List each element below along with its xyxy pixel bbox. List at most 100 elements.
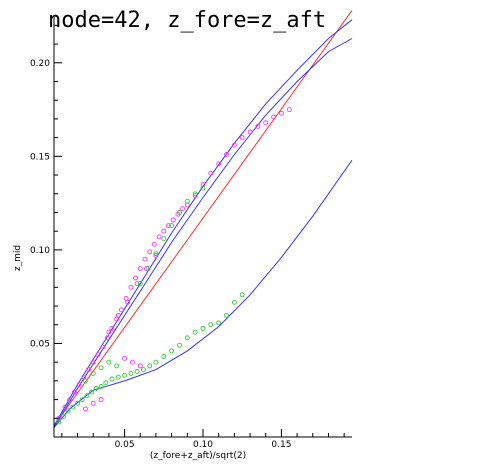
scatter-point-points_magenta-33 xyxy=(231,142,237,148)
scatter-point-points_magenta-51 xyxy=(129,359,135,365)
scatter-point-points_magenta-4 xyxy=(76,382,82,388)
y-axis-label: z_mid xyxy=(13,245,23,271)
scatter-point-points_magenta-3 xyxy=(71,389,77,395)
scatter-point-points_magenta-8 xyxy=(95,352,101,358)
scatter-point-points_magenta-23 xyxy=(166,223,171,229)
scatter-point-points_magenta-42 xyxy=(115,312,121,318)
scatter-point-points_magenta-31 xyxy=(216,161,222,167)
scatter-point-points_magenta-37 xyxy=(263,120,269,126)
scatter-point-points_green-21 xyxy=(177,342,182,348)
scatter-point-points_green-30 xyxy=(137,281,143,287)
scatter-point-points_magenta-9 xyxy=(100,344,106,350)
series-line-3 xyxy=(53,159,353,428)
scatter-point-points_green-20 xyxy=(169,348,175,354)
scatter-point-points_magenta-21 xyxy=(156,234,162,240)
scatter-point-points_magenta-1 xyxy=(62,404,68,410)
scatter-point-points_green-16 xyxy=(140,367,146,373)
series-line-0 xyxy=(53,10,353,427)
scatter-point-points_green-22 xyxy=(184,335,190,341)
scatter-point-points_green-43 xyxy=(114,363,120,369)
axes: 0.05 0.10 0.15 0.05 0.10 0.15 0.20 xyxy=(30,16,352,450)
scatter-point-points_magenta-10 xyxy=(104,335,110,341)
scatter-point-points_green-9 xyxy=(98,384,104,389)
scatter-point-points_green-27 xyxy=(224,312,229,318)
x-tick-label: 0.15 xyxy=(271,440,291,450)
scatter-point-points_green-23 xyxy=(192,329,198,335)
scatter-point-points_magenta-40 xyxy=(286,107,292,113)
scatter-point-points_magenta-49 xyxy=(82,406,88,412)
scatter-point-points_magenta-18 xyxy=(142,256,148,262)
scatter-point-points_magenta-45 xyxy=(144,266,149,272)
series-line-2 xyxy=(53,38,353,428)
scatter-point-points_green-33 xyxy=(161,236,167,242)
scatter-point-points_green-7 xyxy=(89,389,95,395)
scatter-point-points_magenta-2 xyxy=(67,397,73,403)
scatter-point-points_magenta-43 xyxy=(125,299,131,305)
scatter-point-points_green-26 xyxy=(216,320,222,326)
scatter-point-points_green-34 xyxy=(169,223,175,229)
scatter-point-points_green-39 xyxy=(82,378,88,384)
x-tick-label: 0.05 xyxy=(115,440,135,450)
scatter-point-points_green-5 xyxy=(79,397,85,403)
scatter-point-points_green-18 xyxy=(153,359,159,365)
scatter-point-points_green-24 xyxy=(200,326,206,331)
scatter-point-points_magenta-7 xyxy=(90,359,96,365)
scatter-point-points_magenta-17 xyxy=(137,266,143,272)
scatter-point-points_green-12 xyxy=(115,374,121,380)
scatter-point-points_magenta-36 xyxy=(255,123,261,129)
scatter-point-points_green-6 xyxy=(84,393,90,399)
scatter-point-points_magenta-50 xyxy=(122,355,128,361)
scatter-point-points_magenta-52 xyxy=(137,363,143,369)
scatter-point-points_green-42 xyxy=(106,359,112,365)
scatter-point-points_green-3 xyxy=(70,404,76,410)
scatter-point-points_magenta-6 xyxy=(86,367,91,373)
scatter-point-points_green-35 xyxy=(177,210,182,215)
scatter-point-points_green-28 xyxy=(231,299,237,305)
scatter-point-points_magenta-24 xyxy=(170,217,176,223)
scatter-point-points_magenta-35 xyxy=(247,129,253,135)
scatter-point-points_green-19 xyxy=(161,354,167,359)
scatter-point-points_green-38 xyxy=(200,185,206,191)
y-tick-label: 0.20 xyxy=(30,59,50,69)
scatter-point-points_magenta-13 xyxy=(118,307,124,313)
scatter-point-points_green-0 xyxy=(56,419,62,425)
scatter-point-points_magenta-19 xyxy=(147,249,153,255)
scatter-point-points_green-37 xyxy=(192,191,198,197)
scatter-point-points_magenta-34 xyxy=(239,135,245,141)
scatter-point-points_magenta-39 xyxy=(278,110,284,116)
scatter-point-points_magenta-48 xyxy=(90,400,96,406)
scatter-point-points_magenta-22 xyxy=(161,228,167,234)
scatter-point-points_magenta-15 xyxy=(128,284,134,290)
scatter-point-points_magenta-44 xyxy=(134,281,140,287)
scatter-point-points_magenta-32 xyxy=(224,152,229,157)
scatter-point-points_green-10 xyxy=(103,380,109,386)
scatter-point-points_green-17 xyxy=(147,363,153,369)
scatter-point-points_magenta-46 xyxy=(153,253,159,258)
x-tick-label: 0.10 xyxy=(193,440,213,450)
scatter-point-points_magenta-28 xyxy=(192,193,198,199)
scatter-point-points_green-14 xyxy=(128,370,134,376)
scatter-point-points_magenta-26 xyxy=(180,206,186,212)
y-tick-label: 0.10 xyxy=(30,246,50,256)
scatter-point-points_green-1 xyxy=(60,413,66,419)
scatter-point-points_green-11 xyxy=(109,376,115,382)
scatter-point-points_green-2 xyxy=(65,408,71,414)
scatter-point-points_green-40 xyxy=(90,370,96,376)
scatter-point-points_magenta-30 xyxy=(208,170,214,176)
scatter-point-points_magenta-41 xyxy=(106,329,112,335)
scatter-point-points_green-31 xyxy=(145,266,151,272)
scatter-point-points_green-41 xyxy=(98,365,104,371)
scatter-point-points_magenta-11 xyxy=(109,326,115,331)
scatter-point-points_green-13 xyxy=(122,372,128,378)
scatter-point-points_green-4 xyxy=(75,400,80,406)
scatter-point-points_green-29 xyxy=(239,292,245,298)
scatter-point-points_magenta-16 xyxy=(133,275,139,281)
scatter-point-points_magenta-20 xyxy=(151,241,157,247)
scatter-point-points_magenta-38 xyxy=(271,114,277,120)
scatter-point-points_green-36 xyxy=(184,198,190,204)
scatter-point-points_green-25 xyxy=(208,322,214,328)
scatter-point-points_green-32 xyxy=(153,251,159,257)
x-axis-label: (z_fore+z_aft)/sqrt(2) xyxy=(150,451,246,461)
chart-title: node=42, z_fore=z_aft xyxy=(48,8,326,33)
